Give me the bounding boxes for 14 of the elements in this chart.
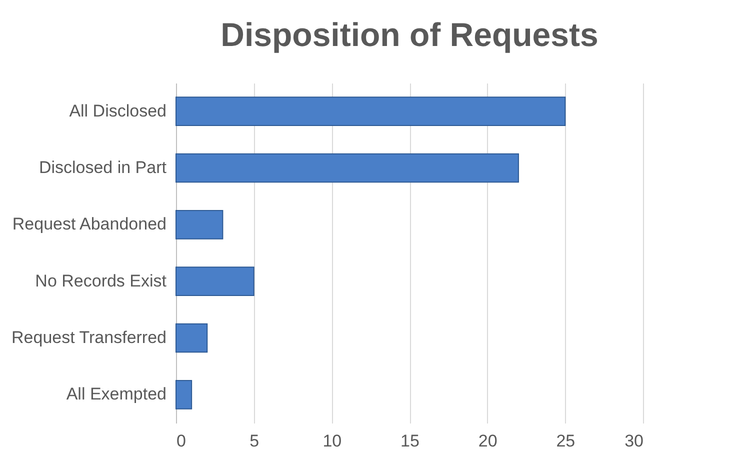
x-tick-label: 30 bbox=[624, 432, 644, 450]
y-tick-label: All Exempted bbox=[66, 384, 166, 404]
y-tick-label: No Records Exist bbox=[35, 271, 167, 290]
chart-title: Disposition of Requests bbox=[220, 16, 598, 53]
x-tick-label: 20 bbox=[478, 432, 498, 450]
x-tick-label: 0 bbox=[176, 432, 186, 450]
x-tick-label: 15 bbox=[400, 432, 420, 450]
y-tick-label: Request Transferred bbox=[12, 328, 166, 347]
x-tick-label: 10 bbox=[322, 432, 342, 450]
y-tick-label: Request Abandoned bbox=[12, 214, 166, 234]
y-tick-label: Disclosed in Part bbox=[38, 158, 167, 177]
x-tick-label: 25 bbox=[556, 432, 576, 450]
x-tick-label: 5 bbox=[250, 432, 260, 450]
y-tick-label: All Disclosed bbox=[69, 101, 166, 120]
